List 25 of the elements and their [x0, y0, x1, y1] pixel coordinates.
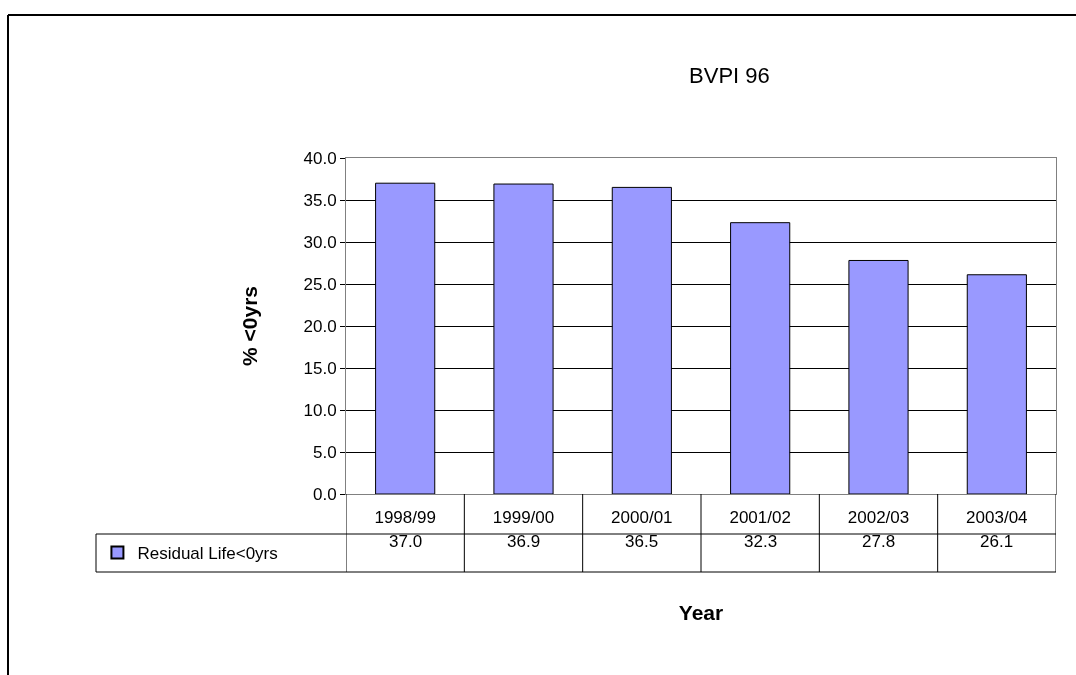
data-label: 36.9: [507, 532, 541, 551]
y-tick-label: 0.0: [312, 484, 337, 504]
data-label: 27.8: [862, 532, 896, 551]
y-tick-label: 10.0: [303, 400, 337, 420]
y-tick-label: 25.0: [303, 274, 337, 294]
x-tick-label: 1998/99: [374, 508, 436, 528]
x-tick-label: 2000/01: [611, 508, 673, 528]
data-label: 26.1: [980, 532, 1014, 551]
legend-label: Residual Life<0yrs: [137, 544, 278, 564]
data-label: 32.3: [744, 532, 778, 551]
data-label: 37.0: [389, 532, 423, 551]
y-tick-label: 20.0: [303, 316, 337, 336]
y-tick-label: 15.0: [303, 358, 337, 378]
y-tick-label: 5.0: [312, 442, 337, 462]
x-tick-label: 2002/03: [847, 508, 910, 528]
y-tick-label: 30.0: [303, 232, 337, 252]
y-tick-label: 40.0: [303, 148, 337, 168]
data-label: 36.5: [625, 532, 659, 551]
y-axis-title: % <0yrs: [237, 286, 261, 366]
x-tick-label: 1999/00: [492, 508, 555, 528]
y-tick-label: 35.0: [303, 190, 337, 210]
x-tick-label: 2003/04: [966, 508, 1028, 528]
x-axis-title: Year: [678, 600, 724, 624]
chart-title: BVPI 96: [689, 62, 770, 88]
x-tick-label: 2001/02: [729, 508, 791, 528]
